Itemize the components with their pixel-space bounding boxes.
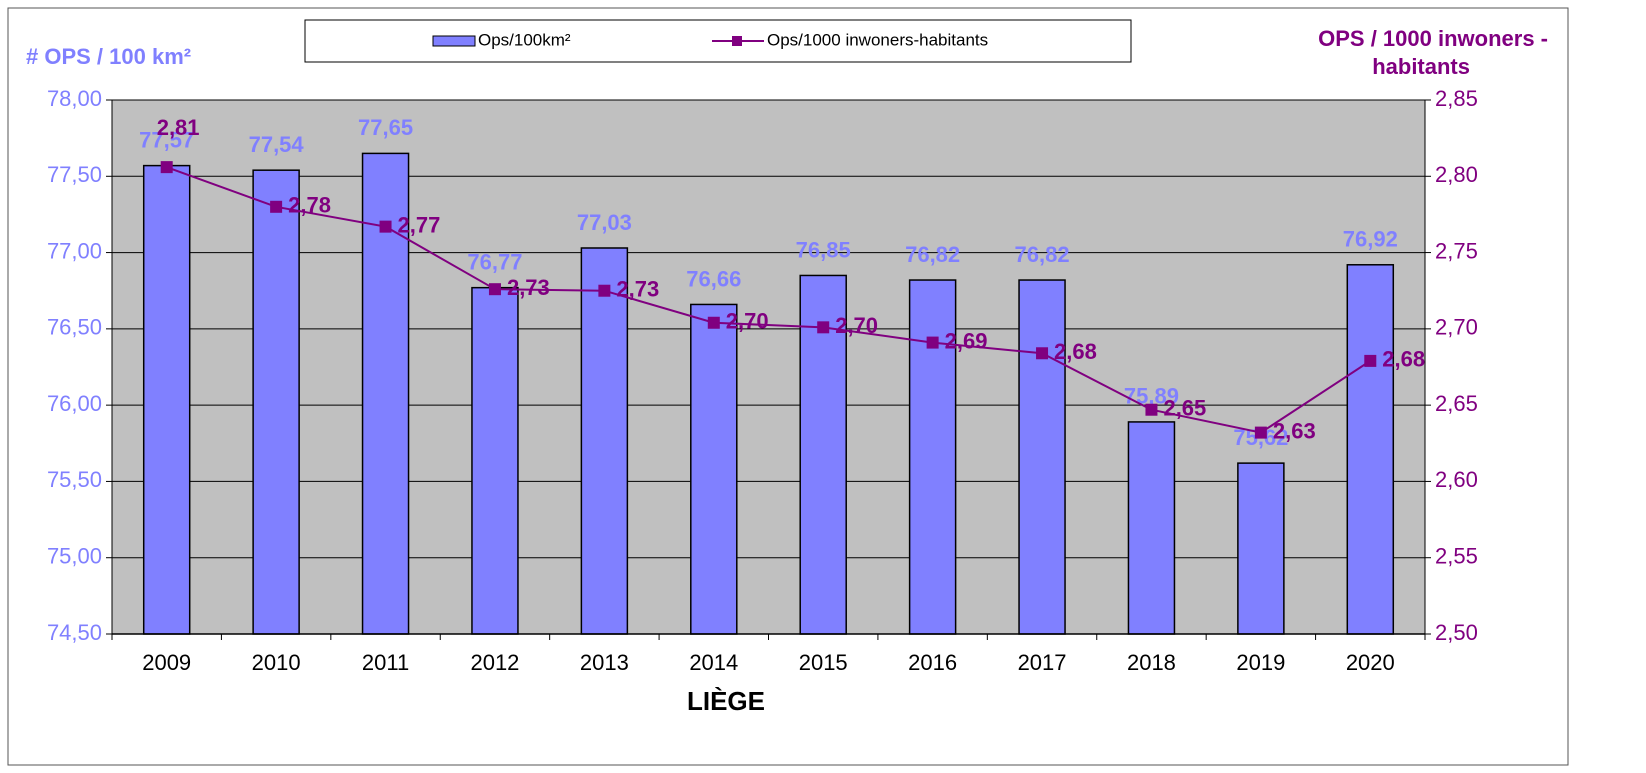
line [166,166,1371,434]
bar-value-label: 77,65 [358,115,413,140]
bar-value-label: 76,92 [1343,227,1398,252]
line-value-label: 2,70 [835,313,878,338]
legend-label: Ops/100km² [478,30,571,49]
line-marker [1254,426,1267,439]
x-tick-label: 2014 [689,650,738,675]
x-tick-label: 2009 [142,650,191,675]
x-tick-label: 2012 [470,650,519,675]
y2-axis-title: habitants [1372,54,1470,79]
line-marker [1036,347,1049,360]
line-value-label: 2,70 [726,309,769,334]
line-marker [707,316,720,329]
y2-tick-label: 2,85 [1435,86,1478,111]
x-tick-label: 2010 [252,650,301,675]
line-marker [598,284,611,297]
line-marker [270,200,283,213]
y2-tick-label: 2,55 [1435,544,1478,569]
line-value-label: 2,73 [507,275,550,300]
bar [1018,279,1066,635]
x-tick-label: 2011 [362,650,409,675]
line-marker [488,283,501,296]
y2-axis-title: OPS / 1000 inwoners - [1318,26,1548,51]
bar-value-label: 76,82 [1015,242,1070,267]
bar-value-label: 76,85 [796,237,851,262]
y-tick-label: 75,00 [47,544,102,569]
y-tick-label: 76,50 [47,315,102,340]
legend-label: Ops/1000 inwoners-habitants [767,30,988,49]
line-value-label: 2,63 [1273,418,1316,443]
x-axis-title: LIÈGE [687,686,765,716]
bar [690,303,738,635]
y-tick-label: 74,50 [47,620,102,645]
line-marker [1364,354,1377,367]
y-tick-label: 76,00 [47,391,102,416]
line-value-label: 2,69 [945,328,988,353]
y2-tick-label: 2,75 [1435,238,1478,263]
x-tick-label: 2020 [1346,650,1395,675]
x-tick-label: 2015 [799,650,848,675]
y-axis-title: # OPS / 100 km² [26,44,191,69]
x-tick-label: 2019 [1236,650,1285,675]
x-tick-label: 2013 [580,650,629,675]
x-tick-label: 2017 [1018,650,1067,675]
bar [361,152,410,635]
y2-tick-label: 2,50 [1435,620,1478,645]
bar-value-label: 76,77 [467,249,522,274]
line-value-label: 2,81 [157,115,200,140]
legend-marker [732,36,742,46]
y-tick-label: 75,50 [47,467,102,492]
bar-value-label: 77,03 [577,210,632,235]
y2-tick-label: 2,70 [1435,315,1478,340]
line-value-label: 2,77 [398,212,441,237]
y2-tick-label: 2,60 [1435,467,1478,492]
legend-swatch [432,35,476,47]
line-value-label: 2,68 [1054,339,1097,364]
line-marker [817,321,830,334]
y-tick-label: 77,00 [47,238,102,263]
line-marker [926,336,939,349]
x-tick-label: 2018 [1127,650,1176,675]
bar-value-label: 76,66 [686,266,741,291]
bar [580,247,629,635]
bar [1346,264,1395,635]
line-marker [379,220,392,233]
bar [1127,421,1176,635]
bar-value-label: 77,54 [249,132,305,157]
line-value-label: 2,78 [288,193,331,218]
bar [252,169,300,635]
plot-area [112,100,1425,634]
y-tick-label: 78,00 [47,86,102,111]
y2-tick-label: 2,65 [1435,391,1478,416]
line-marker [160,161,173,174]
y2-tick-label: 2,80 [1435,162,1478,187]
y-tick-label: 77,50 [47,162,102,187]
line-marker [1145,403,1158,416]
bar-value-label: 77,57 [139,127,194,152]
line-value-label: 2,73 [616,277,659,302]
line-value-label: 2,68 [1382,347,1425,372]
x-tick-label: 2016 [908,650,957,675]
line-value-label: 2,65 [1163,396,1206,421]
bar [142,164,191,635]
bar [1237,462,1285,635]
bar-value-label: 76,82 [905,242,960,267]
bar [471,286,519,635]
